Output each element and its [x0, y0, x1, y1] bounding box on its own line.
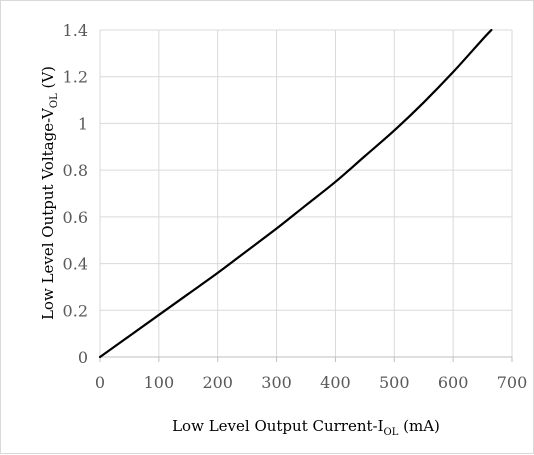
x-tick-label: 500 — [379, 373, 410, 392]
y-tick-label: 0 — [78, 348, 88, 367]
x-tick-label: 700 — [497, 373, 528, 392]
y-tick-label: 1.4 — [63, 21, 88, 40]
grid — [100, 29, 513, 357]
y-tick-label: 1 — [78, 114, 88, 133]
x-tick-label: 300 — [261, 373, 292, 392]
y-tick-label: 0.6 — [63, 208, 88, 227]
x-tick-label: 100 — [144, 373, 175, 392]
axes — [99, 30, 513, 362]
series-layer — [98, 28, 493, 359]
y-tick-label: 0.4 — [63, 255, 88, 274]
y-tick-labels: 0 0.2 0.4 0.6 0.8 1 1.2 1.4 — [63, 21, 88, 367]
y-tick-label: 0.8 — [63, 161, 88, 180]
x-tick-label: 200 — [202, 373, 233, 392]
x-tick-label: 600 — [438, 373, 469, 392]
x-axis-title: Low Level Output Current-IOL (mA) — [172, 417, 440, 438]
x-tick-label: 400 — [320, 373, 351, 392]
y-axis-title: Low Level Output Voltage-VOL (V) — [39, 66, 60, 320]
x-tick-labels: 0 100 200 300 400 500 600 700 — [95, 373, 527, 392]
x-tick-label: 0 — [95, 373, 105, 392]
y-tick-label: 0.2 — [63, 301, 88, 320]
y-tick-label: 1.2 — [63, 68, 88, 87]
series-line — [98, 28, 493, 359]
